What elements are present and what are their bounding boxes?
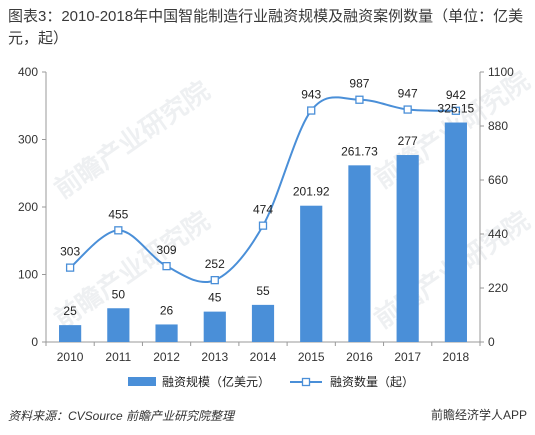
line-value-label: 942 bbox=[446, 88, 466, 102]
line-value-label: 309 bbox=[157, 243, 177, 257]
right-tick-label: 0 bbox=[488, 335, 495, 349]
bar-value-label: 325.15 bbox=[438, 102, 475, 116]
line-marker bbox=[403, 105, 412, 114]
left-tick-label: 300 bbox=[18, 133, 38, 147]
bar bbox=[155, 324, 178, 342]
right-tick-label: 880 bbox=[488, 119, 508, 133]
line-marker bbox=[307, 106, 316, 115]
legend-line-marker bbox=[301, 377, 311, 387]
bars-group bbox=[59, 122, 467, 343]
line-marker bbox=[355, 95, 364, 104]
legend-bar-swatch bbox=[128, 377, 156, 386]
x-tick-label: 2015 bbox=[298, 350, 325, 364]
x-tick-label: 2010 bbox=[57, 350, 84, 364]
line-marker bbox=[65, 263, 75, 272]
x-tick-label: 2014 bbox=[250, 350, 277, 364]
left-tick-label: 100 bbox=[18, 268, 38, 282]
bar bbox=[444, 122, 467, 343]
line-marker bbox=[162, 262, 171, 271]
bar bbox=[396, 155, 419, 342]
right-tick-label: 660 bbox=[488, 173, 508, 187]
chart-title: 图表3：2010-2018年中国智能制造行业融资规模及融资案例数量（单位：亿美元… bbox=[8, 8, 524, 47]
x-tick-label: 2018 bbox=[443, 350, 470, 364]
x-tick-label: 2013 bbox=[201, 350, 228, 364]
left-tick-label: 400 bbox=[18, 65, 38, 79]
bar-value-label: 25 bbox=[63, 304, 77, 318]
bar-value-label: 201.92 bbox=[293, 185, 330, 199]
bar bbox=[300, 205, 323, 342]
x-tick-label: 2011 bbox=[105, 350, 131, 364]
legend-bar-label: 融资规模（亿美元） bbox=[162, 374, 270, 389]
line-marker bbox=[258, 221, 268, 230]
bar bbox=[348, 165, 371, 342]
legend-group: 融资规模（亿美元） 融资数量（起） bbox=[128, 374, 414, 389]
x-tick-label: 2016 bbox=[346, 350, 373, 364]
bar bbox=[59, 325, 82, 342]
line-marker bbox=[210, 275, 219, 285]
left-tick-label: 0 bbox=[31, 335, 38, 349]
labels-group: 25 50 26 45 55 201.92 261.73 277 325.15 303 455 309… bbox=[60, 77, 474, 318]
left-tick-label: 200 bbox=[18, 200, 38, 214]
bar-value-label: 277 bbox=[398, 134, 418, 148]
bar-value-label: 45 bbox=[208, 291, 222, 305]
source-note: 资料来源：CVSource 前瞻产业研究院整理 bbox=[8, 409, 235, 423]
bar-value-label: 50 bbox=[112, 287, 126, 301]
right-tick-label: 220 bbox=[488, 281, 508, 295]
x-tick-label: 2017 bbox=[394, 350, 421, 364]
bar bbox=[203, 311, 226, 342]
right-tick-label: 440 bbox=[488, 227, 508, 241]
x-tick-label: 2012 bbox=[153, 350, 180, 364]
legend-line-label: 融资数量（起） bbox=[330, 374, 414, 389]
bar bbox=[107, 308, 130, 342]
bar bbox=[251, 304, 275, 342]
line-value-label: 987 bbox=[349, 77, 369, 91]
line-marker bbox=[451, 106, 461, 115]
line-value-label: 474 bbox=[253, 203, 273, 217]
bar-value-label: 55 bbox=[256, 284, 270, 298]
line-value-label: 455 bbox=[108, 207, 128, 221]
brand-note: 前瞻经济学人APP bbox=[430, 408, 527, 422]
line-value-label: 303 bbox=[60, 245, 80, 259]
line-group bbox=[65, 95, 461, 285]
right-tick-label: 1100 bbox=[488, 65, 514, 79]
line-value-label: 943 bbox=[301, 88, 321, 102]
bar-value-label: 26 bbox=[160, 303, 174, 317]
line-value-label: 947 bbox=[398, 87, 418, 101]
line-value-label: 252 bbox=[205, 257, 225, 271]
line-marker bbox=[114, 226, 123, 235]
bar-value-label: 261.73 bbox=[341, 144, 378, 158]
